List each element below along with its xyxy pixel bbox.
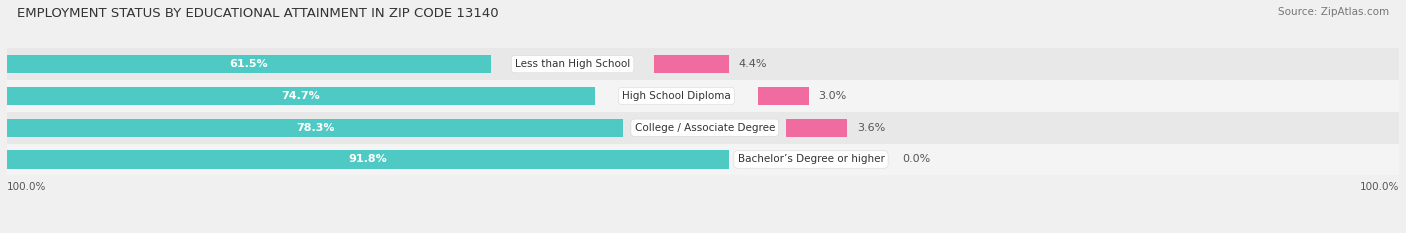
Text: Bachelor’s Degree or higher: Bachelor’s Degree or higher <box>738 154 884 164</box>
Bar <box>786 119 848 137</box>
Bar <box>7 144 1399 175</box>
Bar <box>7 150 730 169</box>
Text: Source: ZipAtlas.com: Source: ZipAtlas.com <box>1278 7 1389 17</box>
Text: 4.4%: 4.4% <box>738 59 768 69</box>
Bar <box>7 80 1399 112</box>
Text: 100.0%: 100.0% <box>1360 182 1399 192</box>
Bar <box>7 112 1399 144</box>
Text: 61.5%: 61.5% <box>229 59 269 69</box>
Text: 78.3%: 78.3% <box>295 123 335 133</box>
Bar <box>654 55 728 73</box>
Text: 0.0%: 0.0% <box>903 154 931 164</box>
Text: 91.8%: 91.8% <box>349 154 388 164</box>
Text: EMPLOYMENT STATUS BY EDUCATIONAL ATTAINMENT IN ZIP CODE 13140: EMPLOYMENT STATUS BY EDUCATIONAL ATTAINM… <box>17 7 499 20</box>
Text: 74.7%: 74.7% <box>281 91 321 101</box>
Text: College / Associate Degree: College / Associate Degree <box>634 123 775 133</box>
Text: 3.6%: 3.6% <box>858 123 886 133</box>
Bar <box>7 55 491 73</box>
Bar <box>7 48 1399 80</box>
Text: High School Diploma: High School Diploma <box>621 91 731 101</box>
Text: Less than High School: Less than High School <box>515 59 630 69</box>
Bar <box>7 87 595 105</box>
Text: 3.0%: 3.0% <box>818 91 846 101</box>
Bar <box>758 87 808 105</box>
Bar <box>7 119 623 137</box>
Text: 100.0%: 100.0% <box>7 182 46 192</box>
